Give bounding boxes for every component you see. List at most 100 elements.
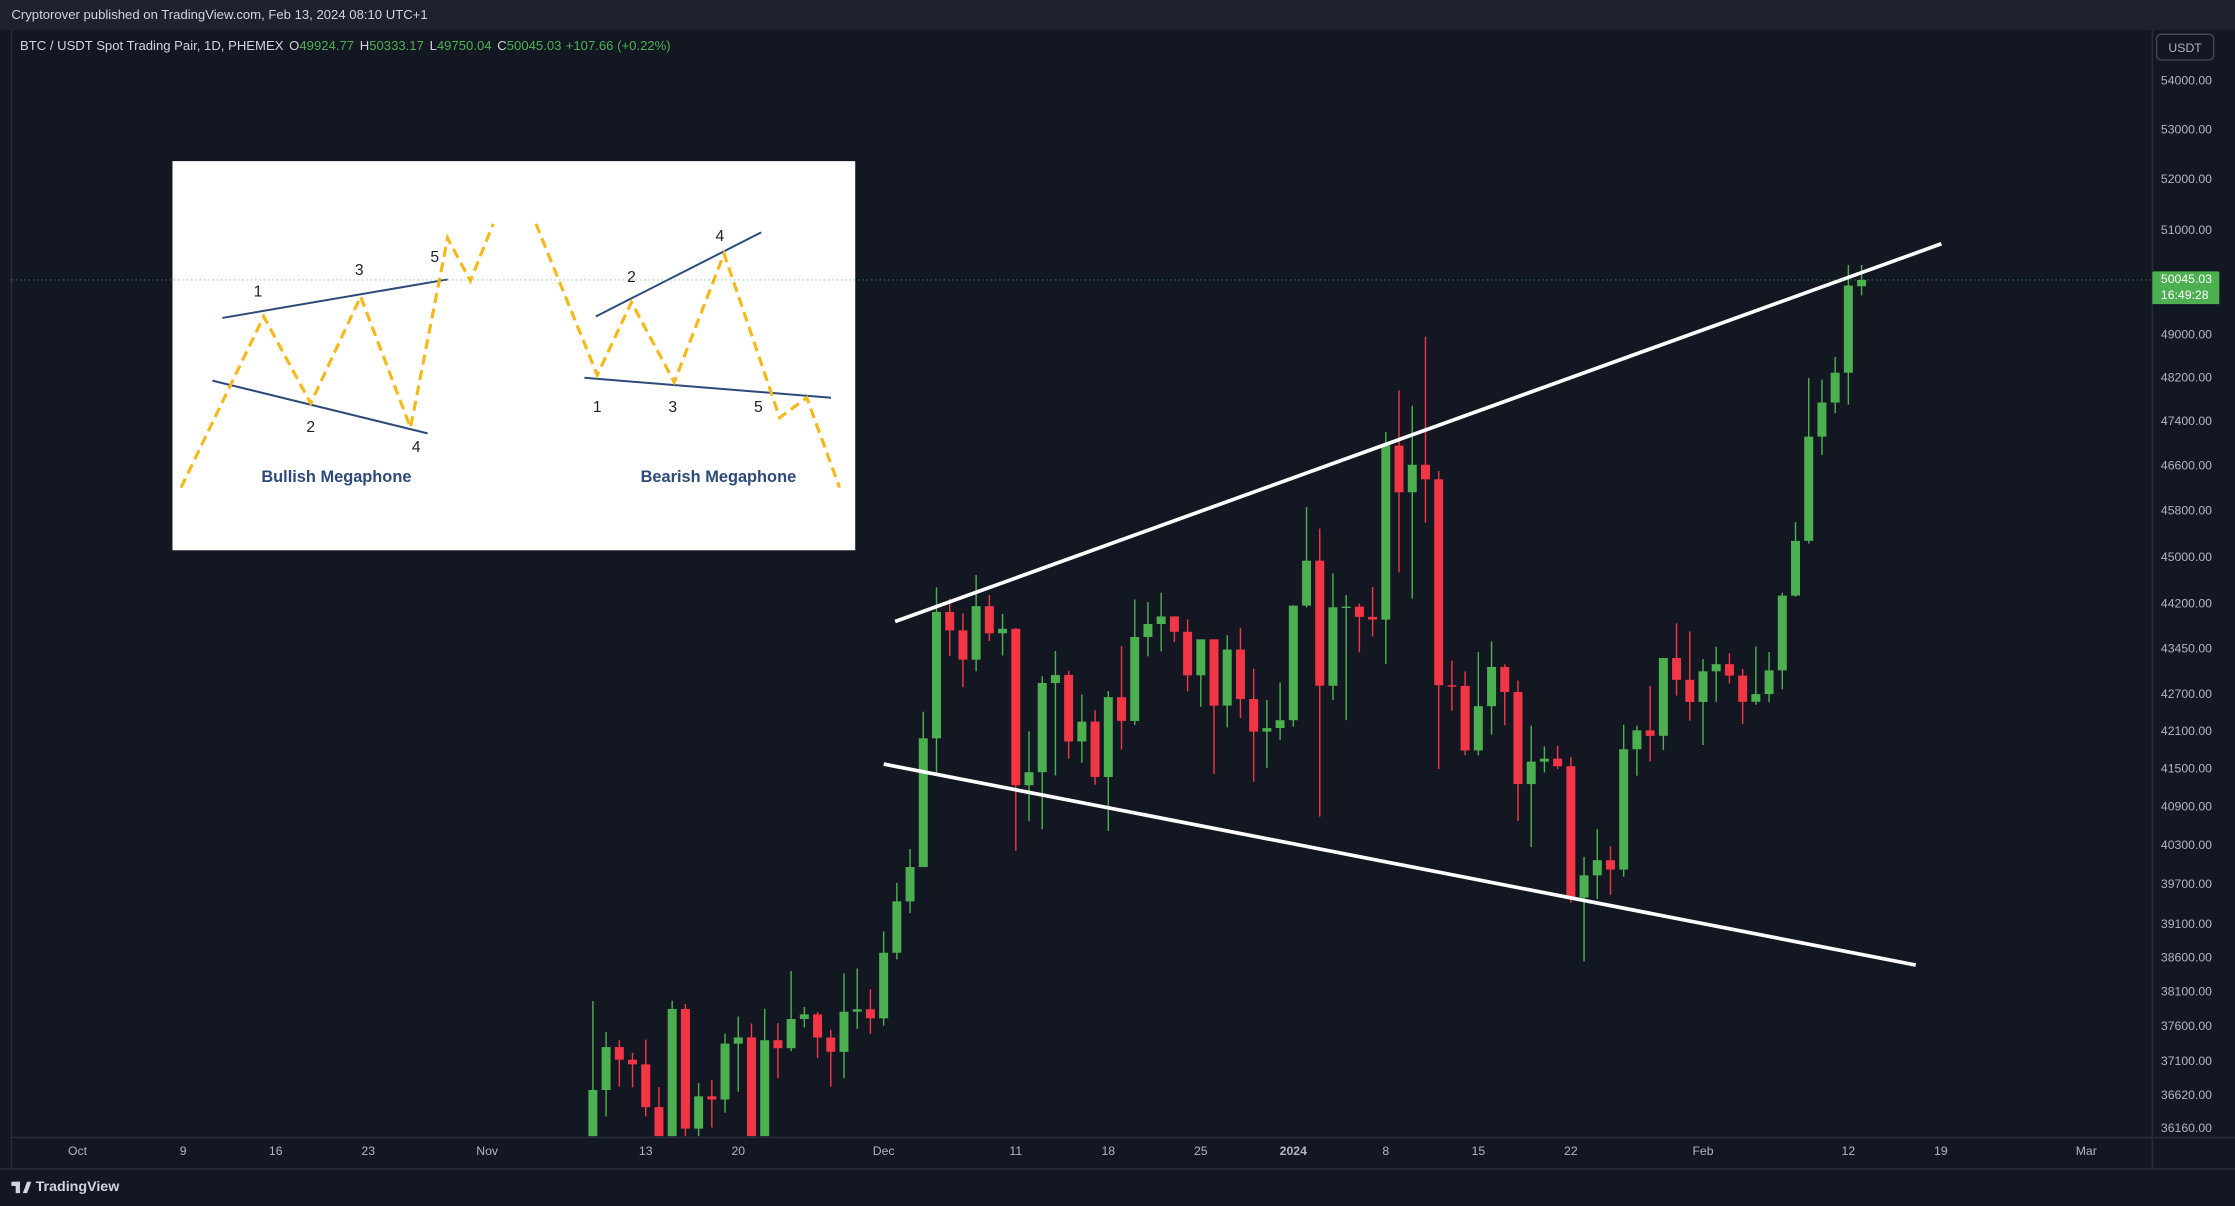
candle-body — [1830, 372, 1840, 403]
candle-body — [1288, 605, 1298, 721]
candle-body — [918, 738, 928, 868]
candle-body — [984, 606, 994, 634]
candle-body — [1407, 464, 1417, 493]
candle-body — [1275, 720, 1285, 729]
y-tick-label: 42100.00 — [2161, 724, 2212, 738]
candle-body — [1857, 279, 1867, 287]
x-tick-label: 16 — [269, 1144, 283, 1158]
candle-body — [1672, 658, 1682, 680]
x-tick-label: 22 — [1564, 1144, 1578, 1158]
candle-body — [1473, 706, 1483, 751]
trend-line-upper — [894, 242, 1943, 624]
legend: BTC / USDT Spot Trading Pair, 1D, PHEMEX… — [20, 39, 671, 54]
x-tick-label: Nov — [476, 1144, 499, 1158]
inset-background — [172, 161, 856, 551]
diagram-line — [595, 231, 762, 318]
x-tick-label: 2024 — [1280, 1144, 1307, 1158]
candle-body — [998, 628, 1008, 634]
point-label: 2 — [306, 419, 315, 436]
x-tick-label: 19 — [1934, 1144, 1948, 1158]
y-tick-label: 41500.00 — [2161, 761, 2212, 775]
y-tick-label: 40900.00 — [2161, 799, 2212, 813]
candle-body — [1037, 682, 1047, 773]
candle-body — [1143, 624, 1153, 637]
y-tick-label: 37600.00 — [2161, 1019, 2212, 1033]
candle-body — [733, 1037, 743, 1044]
candle-body — [1685, 679, 1695, 702]
candle-body — [1566, 766, 1576, 898]
candle-body — [1843, 285, 1853, 373]
candle-body — [813, 1014, 823, 1038]
candle-body — [892, 901, 902, 953]
candle-body — [680, 1008, 690, 1129]
ohlc-label: C — [497, 39, 506, 54]
candle-body — [1090, 721, 1100, 777]
candles — [588, 264, 1867, 1137]
x-tick-label: 9 — [180, 1144, 187, 1158]
candle-body — [1169, 616, 1179, 632]
y-tick-label: 43450.00 — [2161, 641, 2212, 655]
candle-body — [1447, 685, 1457, 687]
candle-body — [1751, 694, 1761, 702]
diagram-path — [534, 223, 842, 489]
candle-body — [932, 611, 941, 739]
brand-logo: TradingView — [11, 1179, 120, 1195]
candle-body — [1738, 675, 1748, 702]
x-tick-label: 23 — [361, 1144, 375, 1158]
candle-body — [1024, 772, 1034, 786]
candle-body — [1791, 540, 1801, 596]
x-tick-label: 18 — [1101, 1144, 1115, 1158]
y-tick-label: 45000.00 — [2161, 550, 2212, 564]
candle-body — [1460, 685, 1470, 751]
candle-body — [1354, 606, 1364, 617]
currency-button[interactable] — [2155, 33, 2215, 61]
candle-body — [1553, 758, 1563, 767]
candle-body — [1064, 674, 1074, 742]
ohlc-label: O — [289, 39, 299, 54]
point-label: 1 — [254, 283, 263, 300]
y-tick-label: 46600.00 — [2161, 458, 2212, 472]
candle-body — [852, 1009, 862, 1012]
ohlc-value: 50045.03 — [507, 39, 562, 54]
y-tick-label: 53000.00 — [2161, 122, 2212, 136]
ohlc-value: 50333.17 — [369, 39, 424, 54]
candle-body — [694, 1096, 704, 1129]
candle-body — [1777, 595, 1787, 671]
x-tick-label: 12 — [1842, 1144, 1856, 1158]
candle-body — [601, 1047, 611, 1090]
candle-body — [1315, 560, 1325, 686]
candle-body — [1605, 860, 1615, 870]
candle-body — [1711, 664, 1721, 672]
candle-body — [1050, 674, 1060, 683]
currency[interactable]: USDT — [2168, 41, 2202, 55]
candle-body — [1632, 730, 1642, 750]
point-label: 2 — [627, 269, 636, 286]
candle-body — [1420, 464, 1430, 480]
price-tag-value: 50045.03 — [2161, 272, 2212, 286]
candle-body — [1619, 749, 1629, 870]
candle-body — [707, 1096, 717, 1100]
diagram-line — [222, 278, 448, 319]
candle-body — [1434, 479, 1444, 686]
x-tick-label: 8 — [1382, 1144, 1389, 1158]
ohlc-label: L — [430, 39, 437, 54]
candle-body — [1764, 670, 1774, 695]
candle-body — [1539, 758, 1549, 762]
candle-body — [1698, 671, 1708, 702]
candle-body — [1724, 664, 1734, 676]
x-tick-label: 13 — [639, 1144, 653, 1158]
logo-part — [22, 1181, 32, 1194]
point-label: 4 — [715, 228, 724, 245]
y-tick-label: 42700.00 — [2161, 687, 2212, 701]
candle-body — [1183, 631, 1193, 676]
candle-body — [905, 867, 915, 902]
y-tick-label: 37100.00 — [2161, 1054, 2212, 1068]
y-tick-label: 36160.00 — [2161, 1121, 2212, 1135]
candle-body — [588, 1089, 598, 1137]
candle-body — [654, 1107, 664, 1137]
inset-diagram: 1 2 3 4 5 Bullish Megaphone 1 2 3 4 5 Be… — [172, 161, 856, 551]
candle-body — [799, 1014, 809, 1020]
candle-body — [865, 1009, 875, 1019]
y-tick-label: 38600.00 — [2161, 951, 2212, 965]
